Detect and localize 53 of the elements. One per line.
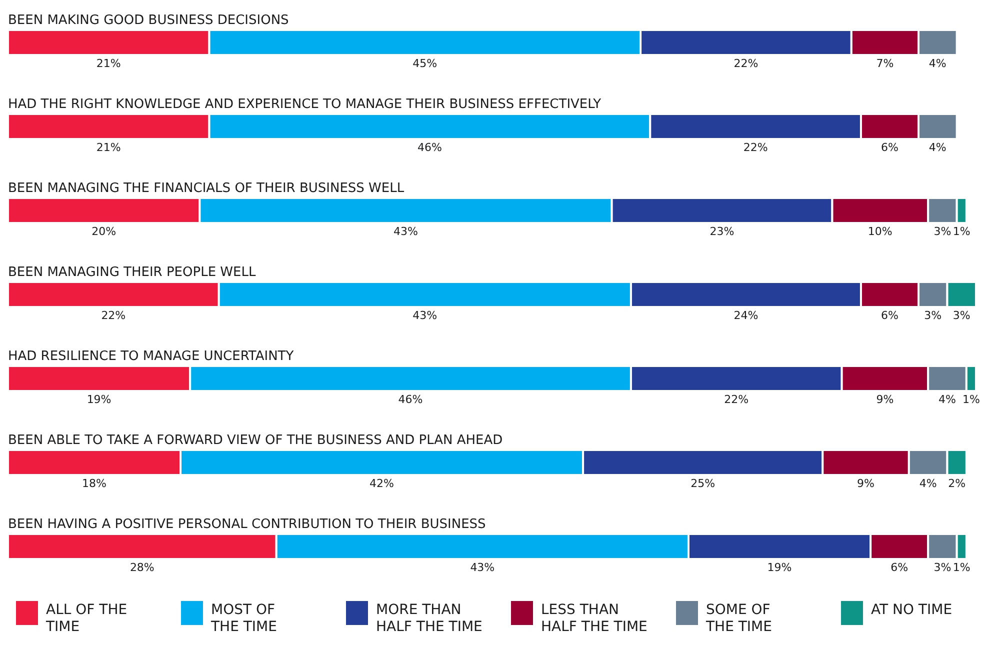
data-label: 24% <box>734 309 758 322</box>
y-tick-label: BEEN MAKING GOOD BUSINESS DECISIONS <box>8 13 289 28</box>
data-label: 2% <box>948 477 966 490</box>
data-label: 21% <box>96 57 121 70</box>
data-label: 18% <box>82 477 106 490</box>
data-label: 46% <box>417 141 442 154</box>
y-tick-label: BEEN MANAGING THE FINANCIALS OF THEIR BUSINESS WELL <box>8 181 405 196</box>
data-label: 7% <box>876 57 894 70</box>
data-label: 4% <box>928 141 946 154</box>
data-label: 4% <box>938 393 956 406</box>
data-label: 43% <box>470 561 495 574</box>
data-label: 4% <box>928 57 946 70</box>
y-tick-label: BEEN HAVING A POSITIVE PERSONAL CONTRIBUTION TO THEIR BUSINESS <box>8 517 486 532</box>
data-label: 45% <box>412 57 438 70</box>
legend-label: LESS THAN HALF THE TIME <box>541 602 648 635</box>
data-label: 9% <box>857 477 875 490</box>
data-label: 3% <box>934 561 952 574</box>
data-label: 3% <box>934 225 952 238</box>
data-label: 22% <box>734 57 758 70</box>
data-label: 25% <box>690 477 716 490</box>
data-label: 23% <box>710 225 734 238</box>
data-label: 10% <box>868 225 892 238</box>
y-tick-label: HAD RESILIENCE TO MANAGE UNCERTAINTY <box>8 349 294 364</box>
legend-label: SOME OF THE TIME <box>705 602 772 635</box>
data-label: 1% <box>952 561 970 574</box>
data-label: 9% <box>876 393 894 406</box>
data-label: 6% <box>881 141 898 154</box>
y-tick-label: HAD THE RIGHT KNOWLEDGE AND EXPERIENCE TO MANAGE THEIR BUSINESS EFFECTIVELY <box>8 97 602 112</box>
legend-label: ALL OF THE TIME <box>45 602 128 635</box>
data-label: 28% <box>130 561 154 574</box>
y-tick-label: BEEN MANAGING THEIR PEOPLE WELL <box>8 265 256 280</box>
legend-label: MORE THAN HALF THE TIME <box>376 602 482 635</box>
data-label: 22% <box>101 309 126 322</box>
data-label: 19% <box>767 561 792 574</box>
data-label: 6% <box>890 561 908 574</box>
legend-label: MOST OF THE TIME <box>210 602 277 635</box>
data-label: 22% <box>743 141 768 154</box>
data-label: 1% <box>952 225 970 238</box>
data-label: 20% <box>92 225 116 238</box>
data-label: 43% <box>412 309 438 322</box>
data-label: 22% <box>724 393 749 406</box>
data-label: 3% <box>952 309 970 322</box>
data-label: 3% <box>924 309 942 322</box>
data-label: 42% <box>370 477 394 490</box>
data-label: 43% <box>394 225 418 238</box>
data-label: 1% <box>962 393 980 406</box>
y-tick-label: BEEN ABLE TO TAKE A FORWARD VIEW OF THE BUSINESS AND PLAN AHEAD <box>8 433 503 448</box>
data-label: 4% <box>919 477 937 490</box>
legend-label: AT NO TIME <box>871 602 952 618</box>
data-label: 6% <box>881 309 898 322</box>
data-label: 21% <box>96 141 121 154</box>
data-label: 46% <box>398 393 423 406</box>
data-label: 19% <box>86 393 112 406</box>
